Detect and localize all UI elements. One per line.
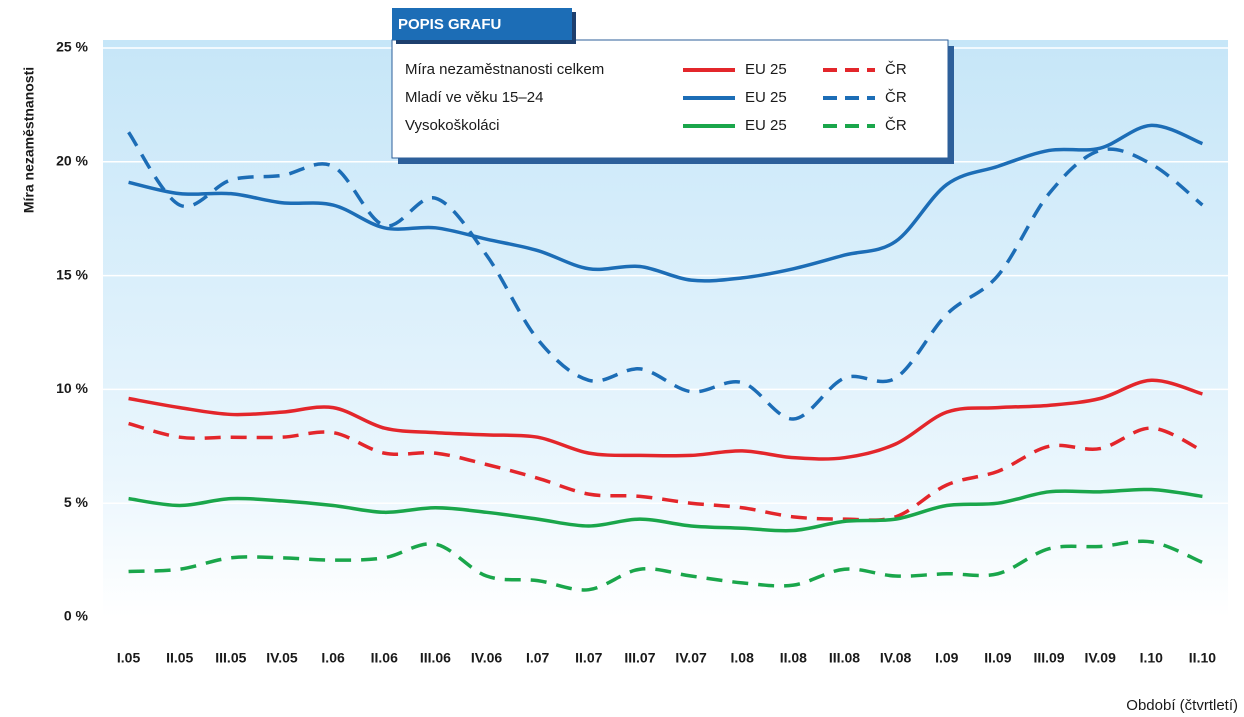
x-tick-label: II.10 <box>1189 650 1216 666</box>
series-line <box>128 487 1203 533</box>
x-tick-label: III.08 <box>829 650 860 666</box>
x-axis-label: Období (čtvrtletí) <box>1126 697 1238 714</box>
legend-label: EU 25 <box>745 117 787 134</box>
x-tick-label: II.06 <box>371 650 398 666</box>
x-tick-label: IV.05 <box>266 650 298 666</box>
y-tick-label: 15 % <box>56 266 88 282</box>
y-axis-label: Míra nezaměstnanosti <box>21 67 37 213</box>
series-line <box>128 539 1204 592</box>
x-tick-label: II.09 <box>984 650 1011 666</box>
legend-group-label: Mladí ve věku 15–24 <box>405 89 543 106</box>
y-tick-label: 0 % <box>64 608 89 624</box>
x-tick-label: II.07 <box>575 650 602 666</box>
x-tick-label: II.05 <box>166 650 193 666</box>
legend-label: EU 25 <box>745 61 787 78</box>
x-tick-label: IV.08 <box>880 650 912 666</box>
legend-label: ČR <box>885 89 907 106</box>
x-tick-label: IV.06 <box>471 650 503 666</box>
series-line <box>127 131 1204 421</box>
x-tick-label: III.05 <box>215 650 246 666</box>
x-tick-label: I.06 <box>321 650 345 666</box>
x-tick-label: III.06 <box>420 650 451 666</box>
x-tick-label: I.09 <box>935 650 959 666</box>
x-tick-label: IV.07 <box>675 650 707 666</box>
legend-group-label: Míra nezaměstnanosti celkem <box>405 61 604 78</box>
x-tick-label: I.08 <box>731 650 755 666</box>
y-tick-label: 5 % <box>64 494 89 510</box>
x-tick-label: I.05 <box>117 650 141 666</box>
legend-group-label: Vysokoškoláci <box>405 117 499 134</box>
series-line <box>128 378 1203 461</box>
series-line <box>128 421 1204 522</box>
x-tick-label: III.09 <box>1033 650 1064 666</box>
series-line <box>128 123 1204 283</box>
legend-label: EU 25 <box>745 89 787 106</box>
y-tick-label: 10 % <box>56 380 88 396</box>
x-tick-label: III.07 <box>624 650 655 666</box>
y-tick-label: 25 % <box>56 39 88 55</box>
y-tick-label: 20 % <box>56 153 88 169</box>
x-tick-label: I.10 <box>1140 650 1164 666</box>
legend-label: ČR <box>885 61 907 78</box>
x-tick-label: II.08 <box>780 650 807 666</box>
legend-title-box <box>392 8 572 40</box>
legend-label: ČR <box>885 117 907 134</box>
x-tick-label: I.07 <box>526 650 550 666</box>
legend-title: POPIS GRAFU <box>398 16 501 33</box>
x-tick-label: IV.09 <box>1084 650 1116 666</box>
